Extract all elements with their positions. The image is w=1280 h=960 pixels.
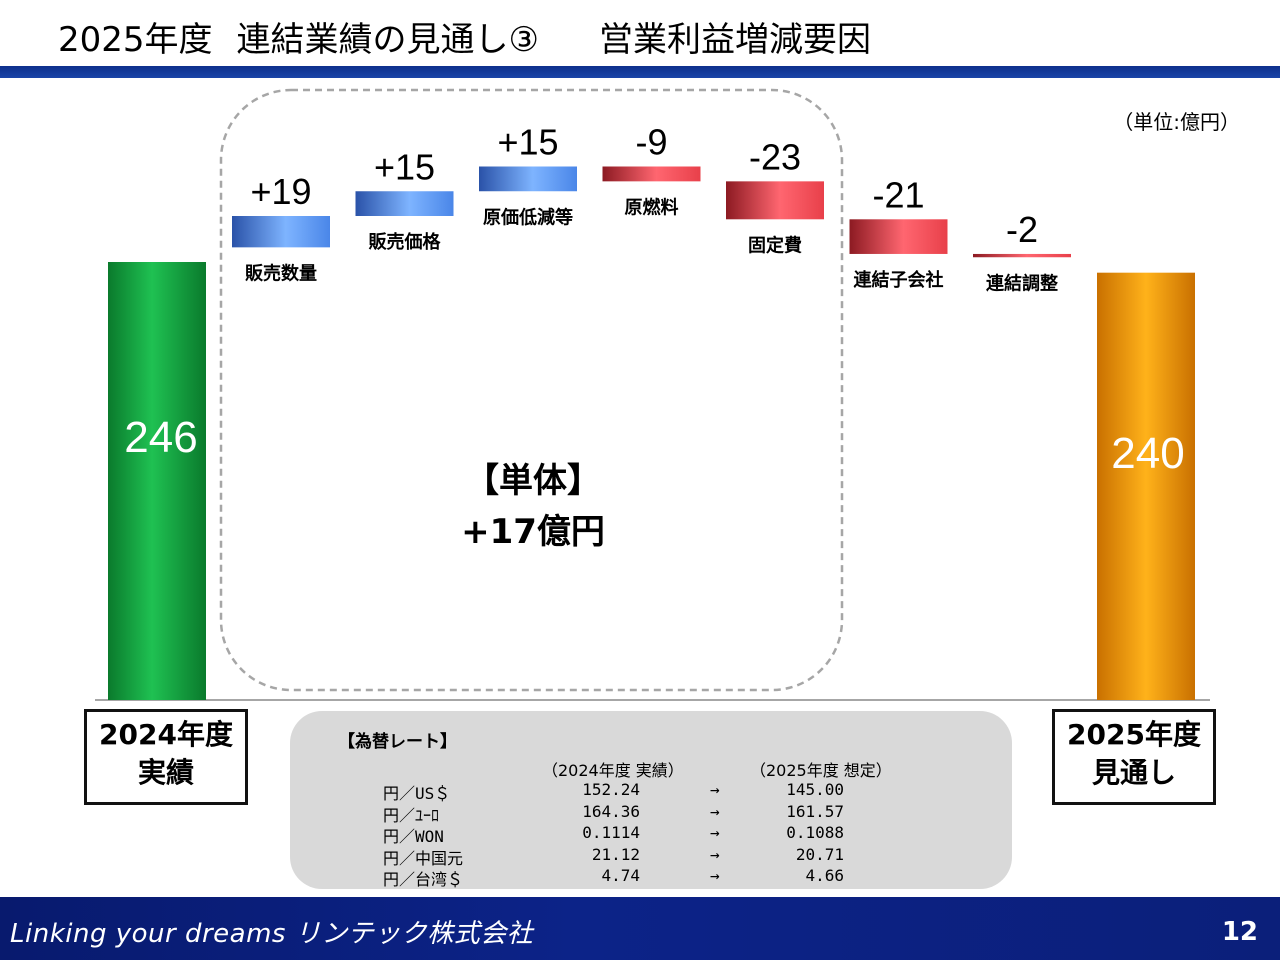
fx-row: 円／ﾕｰﾛ 164.36 → 161.57 [290, 801, 1012, 825]
step-label-2: 販売価格 [369, 231, 442, 253]
group-annotation-line2: +17億円 [461, 512, 605, 552]
waterfall-chart: 246 240 +19 販売数量 +15 販売価格 +15 原価低減等 -9 原燃料 -23 固定費 -… [95, 88, 1210, 701]
fx-value-2024: 164.36 [582, 801, 640, 821]
step-value-2: +15 [374, 146, 435, 187]
fx-row: 円／中国元 21.12 → 20.71 [290, 844, 1012, 868]
fx-pair: 円／WON [383, 827, 444, 846]
footer-bar: Linking your dreams リンテック株式会社 12 [0, 897, 1280, 960]
fx-pair: 円／US＄ [383, 784, 451, 803]
fx-header-2025: （2025年度 想定） [750, 761, 892, 780]
start-category-box: 2024年度 実績 [84, 709, 248, 805]
fx-pair: 円／ﾕｰﾛ [383, 805, 440, 825]
step-label-1: 販売数量 [245, 262, 317, 284]
bar-end [1097, 272, 1195, 700]
title-sub: 営業利益増減要因 [599, 20, 872, 60]
fx-header-2024: （2024年度 実績） [542, 761, 684, 780]
fx-pair: 円／台湾＄ [383, 870, 464, 889]
start-label-line1: 2024年度 [99, 718, 233, 751]
fx-row: 円／US＄ 152.24 → 145.00 [290, 780, 1012, 803]
footer-slogan: Linking your dreams リンテック株式会社 [10, 919, 534, 949]
fx-row: 円／WON 0.1114 → 0.1088 [290, 823, 1012, 846]
fx-value-2025: 20.71 [795, 844, 844, 864]
bar-end-value: 240 [1111, 429, 1184, 478]
page-title: 2025年度 連結業績の見通し③ 営業利益増減要因 [58, 18, 871, 62]
fx-value-2024: 4.74 [601, 866, 640, 885]
page-number: 12 [1221, 917, 1258, 947]
title-main: 連結業績の見通し③ [236, 20, 540, 60]
step-value-1: +19 [250, 171, 311, 212]
step-bar-4 [602, 166, 701, 182]
fx-value-2025: 4.66 [805, 866, 844, 885]
group-dashed-box [219, 88, 844, 692]
end-label-line1: 2025年度 [1067, 718, 1201, 751]
step-value-5: -23 [749, 136, 801, 177]
step-label-3: 原価低減等 [483, 206, 573, 228]
step-bar-5 [726, 181, 824, 220]
fx-value-2025: 145.00 [786, 780, 844, 799]
bar-start [108, 262, 206, 700]
title-rule [0, 66, 1280, 78]
fx-value-2024: 21.12 [591, 844, 640, 864]
bar-start-value: 246 [124, 413, 197, 462]
step-bar-3 [479, 166, 577, 192]
fx-pair: 円／中国元 [383, 848, 464, 868]
step-value-6: -21 [872, 174, 924, 215]
fx-arrow: → [710, 866, 720, 885]
step-label-4: 原燃料 [625, 196, 679, 218]
end-label-line2: 見通し [1091, 756, 1176, 789]
fx-title: 【為替レート】 [338, 732, 457, 752]
title-year: 2025年度 [58, 20, 213, 60]
fx-arrow: → [710, 823, 720, 842]
step-value-3: +15 [497, 122, 558, 163]
unit-label: （単位:億円） [1113, 110, 1240, 134]
fx-arrow: → [710, 780, 720, 799]
step-bar-1 [232, 216, 330, 248]
step-value-7: -2 [1006, 209, 1038, 250]
start-label-line2: 実績 [137, 756, 194, 789]
end-category-box: 2025年度 見通し [1052, 709, 1216, 805]
fx-arrow: → [710, 801, 720, 821]
fx-value-2024: 0.1114 [582, 823, 640, 842]
fx-arrow: → [710, 844, 720, 864]
step-label-6: 連結子会社 [854, 269, 944, 291]
group-annotation-line1: 【単体】 [465, 461, 601, 501]
step-value-4: -9 [635, 122, 667, 163]
step-bar-6 [849, 219, 948, 254]
step-label-7: 連結調整 [986, 272, 1058, 294]
fx-row: 円／台湾＄ 4.74 → 4.66 [290, 866, 1012, 889]
fx-value-2025: 161.57 [786, 801, 844, 821]
step-bar-7 [973, 253, 1071, 258]
step-label-5: 固定費 [748, 234, 802, 256]
step-bar-2 [355, 191, 454, 216]
fx-rate-panel: 【為替レート】 （2024年度 実績） （2025年度 想定） 円／US＄ 152… [290, 711, 1012, 889]
fx-value-2025: 0.1088 [786, 823, 844, 842]
fx-value-2024: 152.24 [582, 780, 640, 799]
